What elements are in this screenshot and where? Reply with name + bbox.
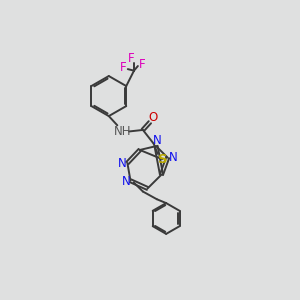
Text: O: O	[148, 111, 158, 124]
Text: F: F	[138, 58, 145, 71]
Text: F: F	[120, 61, 127, 74]
Text: S: S	[158, 153, 168, 166]
Text: N: N	[169, 151, 178, 164]
Text: N: N	[122, 175, 130, 188]
Text: N: N	[153, 134, 162, 147]
Text: NH: NH	[114, 125, 131, 138]
Text: N: N	[118, 157, 126, 169]
Text: F: F	[128, 52, 134, 65]
